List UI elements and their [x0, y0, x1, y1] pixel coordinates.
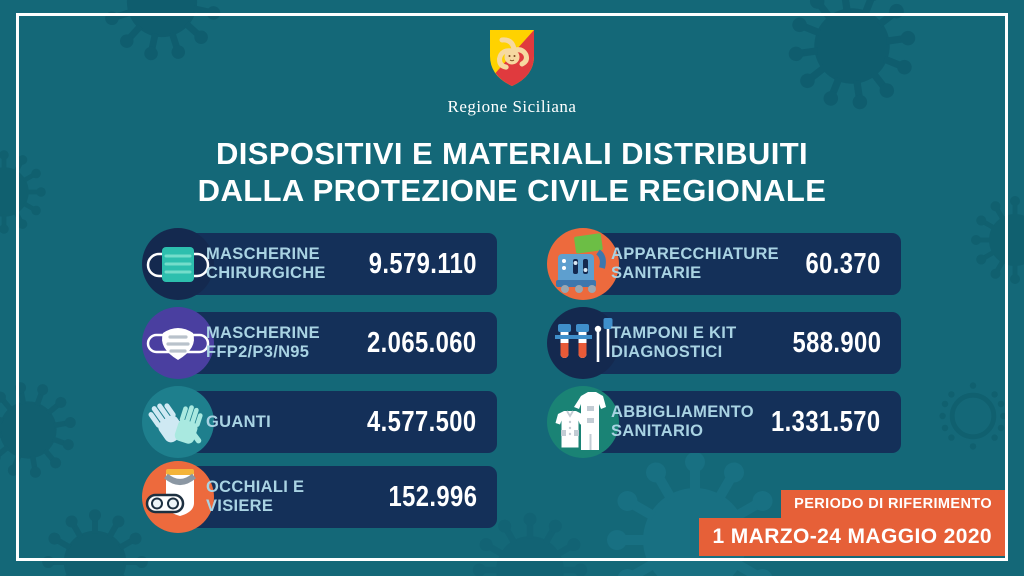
title-line-2: DALLA PROTEZIONE CIVILE REGIONALE	[197, 173, 827, 208]
region-name: Regione Siciliana	[447, 97, 577, 116]
stat-row-mascherine-chirurgiche: MASCHERINE CHIRURGICHE 9.579.110	[140, 228, 497, 300]
stat-value: 2.065.060	[367, 327, 477, 359]
stat-bar	[577, 233, 901, 295]
sicily-coat-of-arms-icon	[490, 30, 534, 86]
stat-value: 588.900	[792, 327, 881, 359]
stat-value: 9.579.110	[368, 248, 477, 280]
region-logo: Regione Siciliana	[0, 28, 1024, 117]
stat-row-tamponi: TAMPONI E KIT DIAGNOSTICI 588.900	[545, 307, 901, 379]
stat-value: 152.996	[388, 481, 477, 513]
page-title: DISPOSITIVI E MATERIALI DISTRIBUITI DALL…	[0, 135, 1024, 209]
stat-value: 4.577.500	[367, 406, 477, 438]
ffp2-mask-icon	[142, 307, 214, 379]
stat-row-mascherine-ffp2: MASCHERINE FFP2/P3/N95 2.065.060	[140, 307, 497, 379]
reference-period-dates: 1 MARZO-24 MAGGIO 2020	[699, 518, 1005, 556]
reference-period-label: PERIODO DI RIFERIMENTO	[781, 490, 1005, 518]
stat-bar	[577, 391, 901, 453]
stat-label: GUANTI	[206, 412, 272, 431]
test-tubes-icon	[547, 307, 619, 379]
stat-value: 1.331.570	[771, 406, 881, 438]
goggles-visor-icon	[142, 461, 214, 533]
stat-label: MASCHERINE CHIRURGICHE	[206, 245, 326, 282]
medical-clothing-icon	[547, 386, 619, 458]
stat-bar	[172, 233, 497, 295]
stat-value: 60.370	[805, 248, 881, 280]
stat-row-abbigliamento: ABBIGLIAMENTO SANITARIO 1.331.570	[545, 386, 901, 458]
stat-bar	[172, 312, 497, 374]
stat-label: ABBIGLIAMENTO SANITARIO	[611, 403, 754, 440]
title-line-1: DISPOSITIVI E MATERIALI DISTRIBUITI	[215, 136, 809, 171]
medical-equipment-icon	[547, 228, 619, 300]
reference-period-box: PERIODO DI RIFERIMENTO 1 MARZO-24 MAGGIO…	[699, 490, 1005, 556]
surgical-mask-icon	[142, 228, 214, 300]
stat-label: MASCHERINE FFP2/P3/N95	[206, 324, 320, 361]
stat-label: OCCHIALI E VISIERE	[206, 478, 305, 515]
gloves-icon	[142, 386, 214, 458]
stat-bar	[172, 466, 497, 528]
stat-row-apparecchiature: APPARECCHIATURE SANITARIE 60.370	[545, 228, 901, 300]
stat-label: TAMPONI E KIT DIAGNOSTICI	[611, 324, 737, 361]
stat-row-guanti: GUANTI 4.577.500	[140, 386, 497, 458]
stat-row-occhiali-visiere: OCCHIALI E VISIERE 152.996	[140, 461, 497, 533]
stat-label: APPARECCHIATURE SANITARIE	[611, 245, 779, 282]
stat-bar	[172, 391, 497, 453]
stat-bar	[577, 312, 901, 374]
